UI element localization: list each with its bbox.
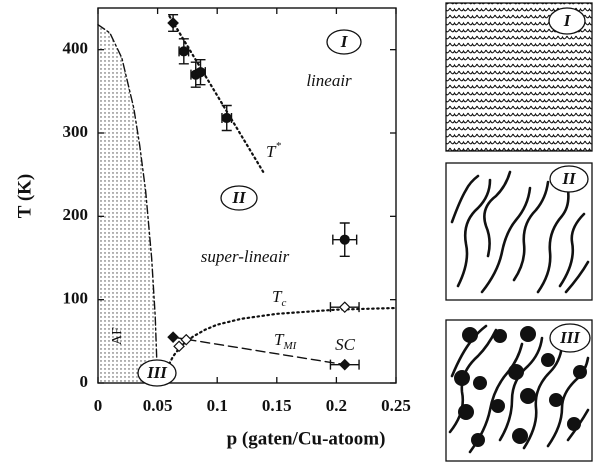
- data-point: [173, 340, 185, 353]
- panel-label: II: [561, 169, 577, 188]
- x-tick-label: 0.1: [207, 396, 228, 415]
- y-tick-label: 0: [80, 372, 89, 391]
- panel: II: [445, 162, 593, 301]
- region-label: III: [146, 363, 168, 382]
- annotation: T: [274, 330, 285, 349]
- annotation: c: [281, 297, 286, 309]
- x-axis-label: p (gaten/Cu-atoom): [227, 428, 386, 449]
- annotation: Tc: [272, 287, 286, 309]
- data-point: [167, 331, 179, 344]
- x-tick-label: 0.15: [262, 396, 292, 415]
- annotation: super-lineair: [201, 247, 290, 266]
- data-point: [195, 67, 206, 78]
- blobs: [454, 326, 587, 447]
- panel: III: [445, 319, 593, 462]
- panel-label: I: [563, 11, 572, 30]
- region-label: I: [340, 32, 349, 51]
- data-point: [221, 112, 232, 124]
- region-marker: [326, 29, 362, 55]
- data-point: [180, 333, 193, 346]
- y-tick-label: 400: [63, 39, 89, 58]
- y-tick-label: 300: [63, 122, 89, 141]
- annotation: MI: [282, 340, 297, 352]
- annotation: lineair: [306, 71, 352, 90]
- panel-label: III: [559, 328, 581, 347]
- curve: [168, 15, 266, 176]
- region-marker: [220, 185, 258, 211]
- af-region: [98, 24, 158, 384]
- data-point: [339, 234, 350, 245]
- annotation: TMI: [274, 330, 298, 352]
- region-label: II: [231, 188, 247, 207]
- panel: I: [445, 2, 593, 152]
- y-tick-label: 100: [63, 289, 89, 308]
- curve: [97, 23, 159, 384]
- y-tick-label: 200: [63, 205, 89, 224]
- data-point: [178, 46, 189, 57]
- data-point: [338, 301, 351, 314]
- y-axis-label: T (K): [14, 174, 35, 219]
- annotation: *: [275, 140, 281, 152]
- plot-area: 0 0.05 0.1 0.15 0.2 0.25 0 100 200 300 400: [63, 7, 411, 415]
- x-tick-label: 0.2: [326, 396, 347, 415]
- annotation: T: [266, 142, 277, 161]
- annotation: SC: [335, 335, 356, 354]
- curve: [172, 336, 346, 366]
- curve: [162, 306, 398, 385]
- annotation: T: [272, 287, 283, 306]
- x-tick-label: 0.25: [381, 396, 411, 415]
- annotation: T*: [266, 140, 281, 161]
- x-tick-label: 0: [94, 396, 103, 415]
- plot-frame: [97, 7, 397, 384]
- region-marker: [137, 359, 177, 387]
- data-point: [167, 17, 179, 29]
- x-tick-label: 0.05: [143, 396, 173, 415]
- data-point: [338, 358, 351, 371]
- annotation: AF: [110, 327, 125, 345]
